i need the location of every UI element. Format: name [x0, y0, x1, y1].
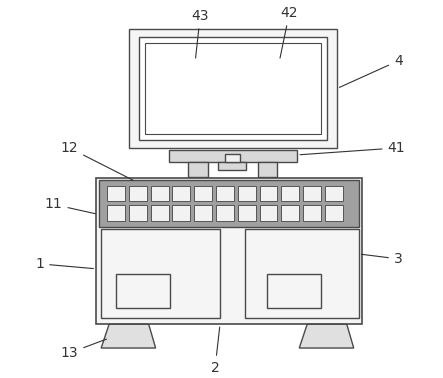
Bar [238, 205, 256, 221]
Bar [225, 154, 240, 162]
Text: 42: 42 [280, 6, 298, 58]
Text: 41: 41 [300, 141, 405, 155]
Bar [303, 205, 321, 221]
Bar [303, 186, 321, 201]
Text: 1: 1 [35, 257, 93, 271]
Bar [151, 186, 168, 201]
Bar [245, 229, 359, 318]
Bar [107, 205, 125, 221]
Bar [258, 162, 277, 177]
Bar [151, 205, 168, 221]
Text: 3: 3 [361, 252, 403, 266]
Bar [168, 150, 297, 162]
Text: 12: 12 [61, 141, 133, 180]
Bar [129, 29, 337, 148]
Text: 2: 2 [211, 327, 220, 375]
Bar [325, 205, 343, 221]
Bar [238, 186, 256, 201]
Bar [172, 186, 190, 201]
Bar [96, 178, 361, 324]
Bar [260, 186, 277, 201]
Text: 4: 4 [339, 54, 403, 87]
Bar [260, 205, 277, 221]
Bar [194, 186, 212, 201]
Bar [188, 162, 208, 177]
Bar [129, 205, 147, 221]
Bar [145, 43, 321, 134]
Bar [129, 186, 147, 201]
Bar [139, 37, 327, 140]
Polygon shape [101, 324, 155, 348]
Bar [194, 205, 212, 221]
Bar [218, 162, 246, 170]
Bar [216, 205, 234, 221]
Bar [107, 186, 125, 201]
Bar [267, 274, 321, 308]
Bar [281, 186, 299, 201]
Text: 13: 13 [61, 339, 106, 360]
Text: 11: 11 [45, 197, 96, 214]
Bar [216, 186, 234, 201]
Bar [99, 180, 359, 227]
Bar [281, 205, 299, 221]
Polygon shape [299, 324, 354, 348]
Bar [172, 205, 190, 221]
Bar [101, 229, 220, 318]
Bar [325, 186, 343, 201]
Bar [116, 274, 171, 308]
Text: 43: 43 [191, 9, 209, 58]
